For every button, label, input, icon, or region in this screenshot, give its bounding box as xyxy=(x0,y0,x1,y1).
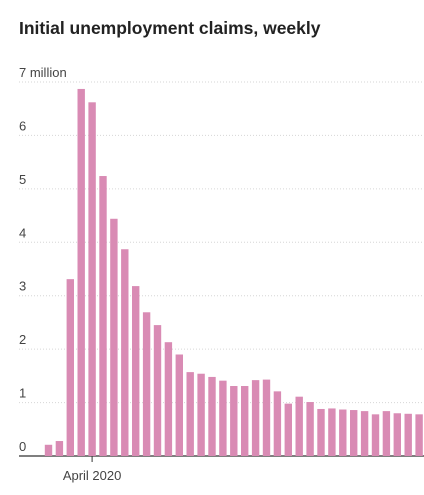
y-tick-label: 0 xyxy=(19,439,26,454)
bar xyxy=(219,380,227,456)
bar xyxy=(110,218,118,456)
bar xyxy=(164,342,173,456)
bar xyxy=(284,403,292,456)
bar xyxy=(186,372,194,456)
bar xyxy=(77,88,85,456)
bar xyxy=(393,413,401,456)
bar xyxy=(230,386,238,456)
bar xyxy=(88,102,96,457)
bar xyxy=(317,408,325,456)
y-tick-label: 2 xyxy=(19,332,26,347)
chart-title: Initial unemployment claims, weekly xyxy=(19,18,321,38)
y-tick-label: 5 xyxy=(19,172,26,187)
bar xyxy=(339,409,347,456)
bar xyxy=(306,402,314,456)
bar xyxy=(132,286,140,456)
bar xyxy=(121,249,129,456)
x-tick-label: April 2020 xyxy=(63,468,122,483)
bar xyxy=(404,413,412,456)
bar xyxy=(382,411,391,456)
y-tick-label: 6 xyxy=(19,118,26,133)
bar xyxy=(175,354,183,456)
bar xyxy=(262,379,271,456)
y-tick-label: 4 xyxy=(19,225,26,240)
bar xyxy=(142,312,151,456)
y-tick-label: 7 million xyxy=(19,65,67,80)
bar xyxy=(328,408,336,456)
bar xyxy=(66,279,74,456)
bar xyxy=(153,325,162,456)
y-tick-label: 3 xyxy=(19,279,26,294)
bar xyxy=(44,444,53,456)
bar xyxy=(415,414,423,456)
bar xyxy=(208,376,216,456)
bar xyxy=(295,396,303,456)
bar xyxy=(273,391,282,456)
bar xyxy=(241,386,249,456)
bar xyxy=(360,411,369,456)
bar xyxy=(55,441,64,456)
bar xyxy=(197,373,205,456)
bar xyxy=(350,410,358,456)
bar xyxy=(371,414,380,456)
bar xyxy=(251,380,260,456)
bar xyxy=(99,176,107,456)
y-tick-label: 1 xyxy=(19,386,26,401)
